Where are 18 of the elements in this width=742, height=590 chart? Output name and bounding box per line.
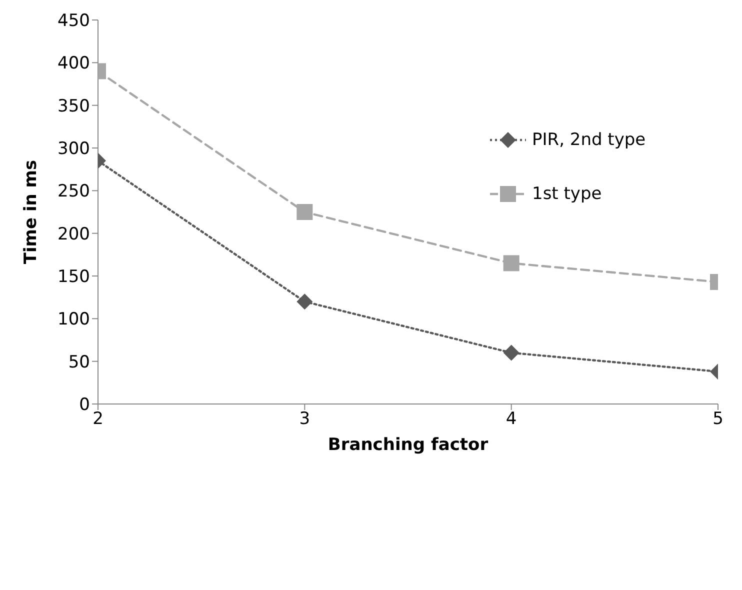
y-tick-label: 150 xyxy=(58,267,90,288)
y-tick-label: 450 xyxy=(58,11,90,32)
y-tick-label: 100 xyxy=(58,310,90,330)
x-axis-title: Branching factor xyxy=(328,435,489,455)
y-tick-label: 400 xyxy=(58,54,90,74)
y-tick-label: 300 xyxy=(58,139,90,160)
legend-label: PIR, 2nd type xyxy=(532,130,646,150)
x-tick-label: 3 xyxy=(299,409,310,430)
y-axis-title: Time in ms xyxy=(21,160,42,264)
legend-label: 1st type xyxy=(532,184,602,204)
y-tick-label: 50 xyxy=(68,352,90,372)
y-tick-label: 0 xyxy=(79,395,90,416)
x-tick-label: 4 xyxy=(506,409,517,430)
y-tick-label: 200 xyxy=(58,224,90,244)
x-tick-label: 2 xyxy=(92,409,104,430)
x-tick-label: 5 xyxy=(712,409,724,430)
y-tick-label: 250 xyxy=(58,182,90,202)
y-tick-label: 350 xyxy=(58,96,90,116)
